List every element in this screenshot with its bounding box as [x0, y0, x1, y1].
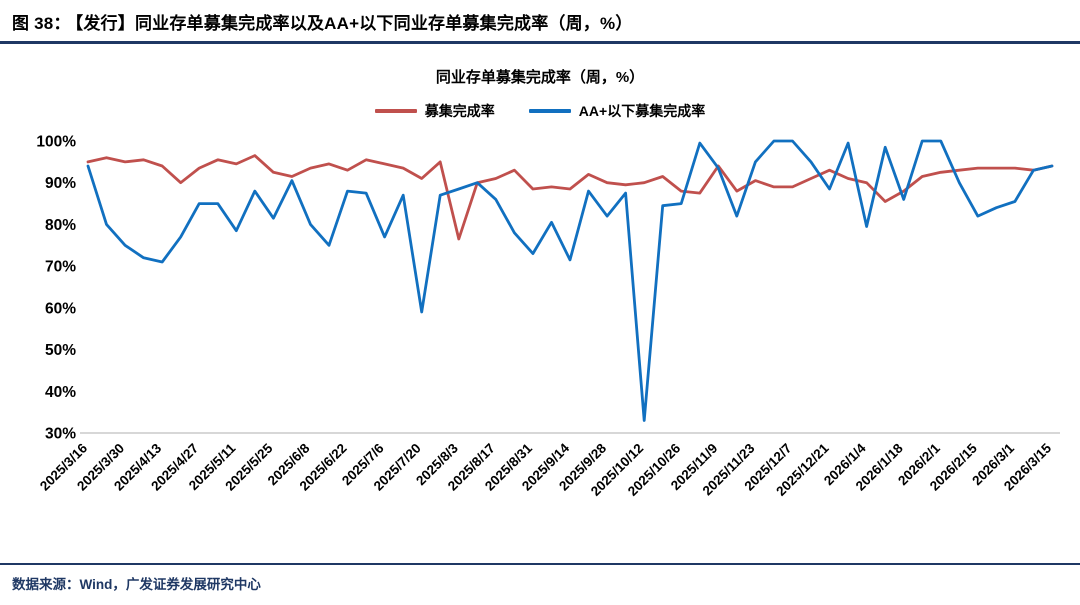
legend-item-aa-plus-below: AA+以下募集完成率 — [528, 101, 706, 121]
figure-header: 图 38： 【发行】同业存单募集完成率以及AA+以下同业存单募集完成率（周，%） — [0, 0, 1080, 44]
chart-title: 同业存单募集完成率（周，%） — [435, 69, 645, 86]
svg-text:30%: 30% — [45, 426, 76, 443]
svg-text:70%: 70% — [45, 259, 76, 276]
figure-title: 【发行】同业存单募集完成率以及AA+以下同业存单募集完成率（周，%） — [74, 14, 633, 33]
legend-line-swatch-blue — [528, 109, 571, 113]
line-chart: 100%90%80%70%60%50%40%30%2025/3/162025/3… — [36, 134, 1060, 499]
legend-label-completion-rate: 募集完成率 — [424, 103, 495, 119]
legend-item-completion-rate: 募集完成率 — [374, 101, 495, 121]
svg-text:50%: 50% — [45, 342, 76, 359]
chart-legend: 募集完成率 AA+以下募集完成率 — [0, 101, 1080, 121]
figure-number: 图 38： — [12, 14, 71, 33]
data-source: 数据来源：Wind，广发证券发展研究中心 — [0, 563, 1080, 605]
svg-text:90%: 90% — [45, 175, 76, 192]
svg-text:40%: 40% — [45, 384, 76, 401]
svg-text:80%: 80% — [45, 217, 76, 234]
legend-label-aa-plus-below: AA+以下募集完成率 — [578, 103, 706, 119]
svg-text:100%: 100% — [36, 134, 76, 151]
svg-text:60%: 60% — [45, 300, 76, 317]
plot-area: 100% 90% 80% 70% 60% 50% 40% 30% 2025/3/16 2025/3… — [10, 125, 1070, 530]
legend-line-swatch-red — [374, 109, 417, 113]
